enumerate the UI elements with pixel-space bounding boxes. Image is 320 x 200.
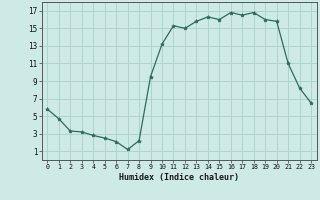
X-axis label: Humidex (Indice chaleur): Humidex (Indice chaleur) [119, 173, 239, 182]
